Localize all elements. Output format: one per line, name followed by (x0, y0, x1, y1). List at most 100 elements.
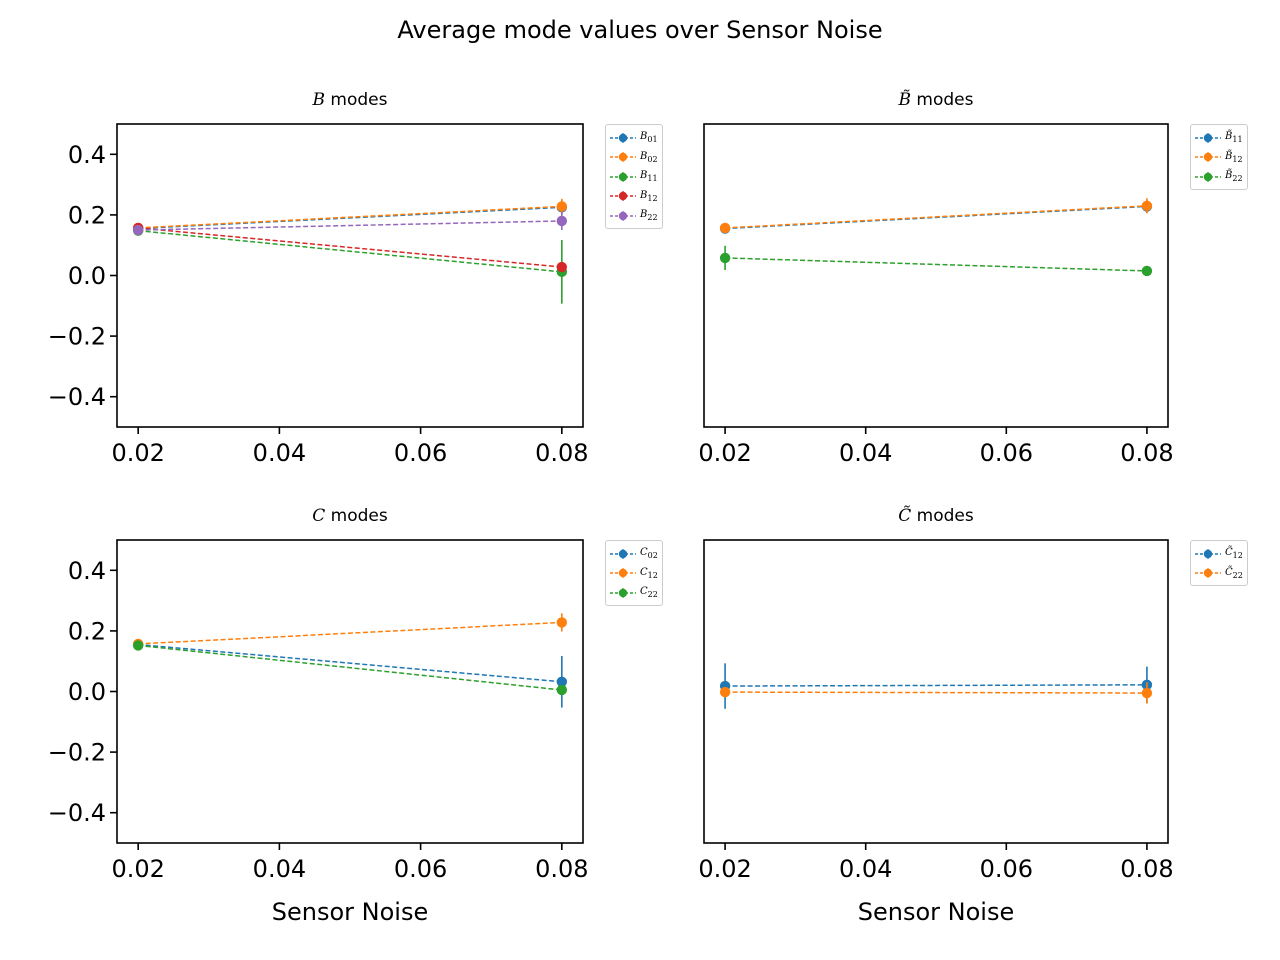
panel-title-symbol: C̃ (898, 506, 912, 526)
series-line (725, 205, 1147, 229)
data-point (1141, 200, 1153, 212)
series-line (138, 220, 562, 231)
data-point (719, 222, 731, 234)
legend-label: B̃22 (1225, 170, 1243, 183)
legend-label-base: C (640, 566, 648, 578)
series-B12 (132, 222, 568, 273)
data-point (132, 224, 144, 236)
series-line (138, 643, 562, 683)
panel-title: B̃ modes (704, 90, 1168, 110)
legend-swatch (610, 587, 636, 598)
legend-label-base: B (640, 209, 648, 221)
legend-item: B12 (610, 187, 658, 207)
legend-swatch (610, 210, 636, 221)
panel-title-suffix: modes (911, 506, 974, 526)
legend-label-subscript: 12 (1232, 154, 1243, 164)
data-point (132, 640, 144, 651)
y-tick-label: 0.0 (68, 262, 106, 290)
legend-label-base: C (640, 547, 648, 559)
legend-label-subscript: 22 (1232, 174, 1243, 184)
panel-2: 0.02 0.04 0.06 0.08 (698, 123, 1174, 467)
series-line (725, 257, 1147, 272)
legend-item: C22 (610, 583, 658, 603)
legend-item: B11 (610, 167, 658, 187)
series-line (138, 229, 562, 273)
x-tick-label: 0.02 (698, 439, 751, 467)
x-tick-label: 0.02 (111, 439, 164, 467)
series-B02 (132, 198, 568, 234)
data-point (556, 215, 568, 227)
series-line (138, 644, 562, 691)
legend-label-subscript: 02 (647, 551, 658, 561)
panel-title-symbol: B̃ (898, 90, 912, 110)
panel-title: C modes (117, 506, 583, 526)
legend-item: B02 (610, 148, 658, 168)
legend-item: B̃12 (1195, 148, 1243, 168)
legend-label-subscript: 12 (1232, 551, 1243, 561)
series-B̃12 (719, 198, 1153, 234)
legend-label-base: B (640, 189, 648, 201)
legend-swatch (1195, 152, 1221, 163)
legend-item: B̃22 (1195, 167, 1243, 187)
y-tick-label: −0.2 (48, 739, 106, 767)
series-line (138, 205, 562, 229)
legend: B̃11 B̃12 B̃22 (1190, 124, 1248, 190)
legend-label: B02 (640, 151, 658, 164)
panel-title: C̃ modes (704, 506, 1168, 526)
axes-frame (703, 123, 1169, 428)
legend-swatch (1195, 171, 1221, 182)
series-B̃22 (719, 245, 1153, 277)
series-C̃22 (719, 682, 1153, 704)
panel-title-suffix: modes (325, 90, 388, 110)
legend-label-base: B (640, 131, 648, 143)
legend-label-base: C̃ (1225, 547, 1233, 559)
legend-label-base: C̃ (1225, 566, 1233, 578)
legend-label-subscript: 11 (647, 174, 658, 184)
legend-label-subscript: 12 (647, 193, 658, 203)
panel-title-symbol: C (312, 506, 326, 526)
legend: B01 B02 B11 B12 B22 (605, 124, 663, 229)
data-point (1141, 265, 1153, 277)
legend-item: B22 (610, 206, 658, 226)
legend-label: B22 (640, 209, 658, 222)
legend-item: C̃12 (1195, 544, 1243, 564)
y-tick-label: −0.2 (48, 323, 106, 351)
legend-swatch (610, 152, 636, 163)
legend-swatch (1195, 548, 1221, 559)
series-line (138, 227, 562, 268)
legend-swatch (1195, 568, 1221, 579)
panel-title-symbol: B (312, 90, 326, 110)
series-line (138, 621, 562, 645)
legend-item: C02 (610, 544, 658, 564)
data-point (556, 617, 568, 628)
series-C̃12 (719, 663, 1153, 709)
legend-label-base: B (640, 150, 648, 162)
legend-label: B̃11 (1225, 131, 1243, 144)
data-point (556, 676, 568, 688)
y-tick-label: 0.4 (68, 557, 106, 585)
legend-label: B11 (640, 170, 658, 183)
legend-swatch (610, 132, 636, 143)
panel-title-suffix: modes (911, 90, 974, 110)
y-tick-label: −0.4 (48, 383, 106, 411)
legend-label: C̃12 (1225, 547, 1243, 560)
axes-frame (703, 539, 1169, 844)
legend-label-base: B̃ (1225, 131, 1233, 143)
axes-frame (116, 539, 584, 844)
x-axis-label: Sensor Noise (271, 898, 429, 926)
legend-label-subscript: 12 (647, 570, 658, 580)
legend-label: B12 (640, 190, 658, 203)
x-tick-label: 0.06 (394, 439, 447, 467)
legend-label-subscript: 22 (1232, 570, 1243, 580)
y-tick-label: −0.4 (48, 799, 106, 827)
x-axis-label: Sensor Noise (857, 898, 1015, 926)
panel-4: 0.02 0.04 0.06 0.08 (698, 539, 1174, 883)
legend-label-subscript: 02 (647, 154, 658, 164)
series-line (725, 684, 1147, 687)
figure-title: Average mode values over Sensor Noise (397, 16, 883, 44)
x-tick-label: 0.04 (839, 439, 892, 467)
legend-label-base: B̃ (1225, 150, 1233, 162)
y-tick-label: 0.2 (68, 617, 106, 645)
x-tick-label: 0.08 (535, 439, 588, 467)
